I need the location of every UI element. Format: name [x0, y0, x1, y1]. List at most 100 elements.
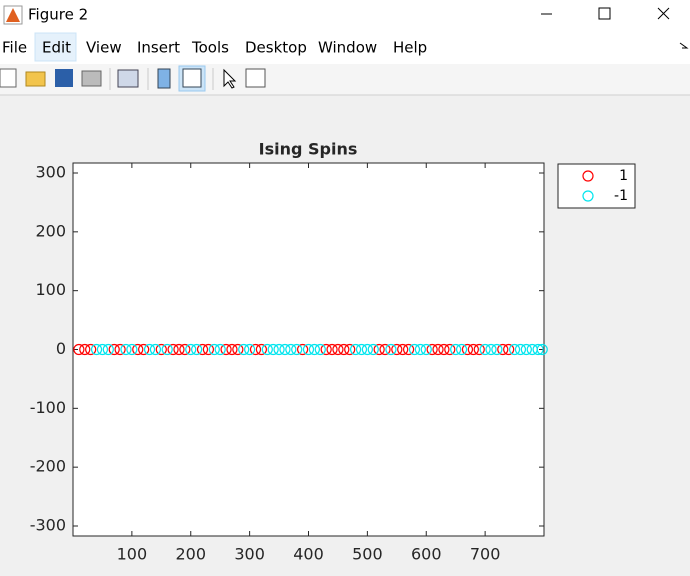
- x-tick-label: 300: [234, 545, 265, 564]
- title-bar: [0, 0, 690, 30]
- spin-marker: [261, 343, 273, 356]
- print-icon[interactable]: [81, 70, 102, 87]
- menu-item[interactable]: Desktop: [245, 39, 307, 57]
- spin-marker: [279, 343, 291, 356]
- link-icon[interactable]: [117, 69, 139, 88]
- x-tick-label: 400: [293, 545, 324, 564]
- spin-marker: [338, 343, 350, 356]
- spin-marker: [208, 343, 220, 356]
- spin-marker: [267, 343, 279, 356]
- spin-marker: [397, 343, 409, 356]
- menu-item[interactable]: Insert: [137, 39, 180, 57]
- spin-marker: [85, 343, 97, 356]
- spin-marker: [314, 343, 326, 356]
- y-tick-label: 300: [35, 163, 66, 182]
- spin-marker: [532, 343, 544, 356]
- toolbar: [0, 64, 690, 95]
- spin-marker: [520, 343, 532, 356]
- x-tick-label: 700: [470, 545, 501, 564]
- menu-item[interactable]: Window: [318, 39, 377, 57]
- menu-item[interactable]: Edit: [42, 39, 71, 57]
- spin-marker: [391, 343, 403, 356]
- y-tick-label: 100: [35, 280, 66, 299]
- legend-marker: [582, 170, 594, 182]
- spin-marker: [485, 343, 497, 356]
- spin-marker: [73, 343, 85, 356]
- legend-label: 1: [619, 168, 628, 184]
- pointer-icon[interactable]: [223, 68, 237, 89]
- spin-marker: [373, 343, 385, 356]
- maximize-button[interactable]: [598, 7, 611, 20]
- close-button[interactable]: [657, 7, 670, 20]
- spin-marker: [255, 343, 267, 356]
- legend-marker: [582, 190, 594, 202]
- spin-marker: [455, 343, 468, 356]
- spin-marker: [226, 343, 238, 356]
- x-tick-label: 500: [352, 545, 383, 564]
- spin-marker: [355, 343, 368, 356]
- spin-marker: [361, 343, 373, 356]
- spin-marker: [438, 343, 450, 356]
- x-tick-label: 600: [411, 545, 442, 564]
- spin-marker: [249, 343, 262, 356]
- spin-marker: [503, 343, 515, 356]
- spin-marker: [444, 343, 456, 356]
- spin-marker: [432, 343, 444, 356]
- new-icon[interactable]: [0, 68, 17, 88]
- spin-marker: [450, 343, 462, 356]
- spin-marker: [244, 343, 256, 356]
- spin-marker: [214, 343, 226, 356]
- axes: [72, 162, 545, 537]
- save-icon[interactable]: [55, 69, 73, 87]
- spin-marker: [179, 343, 191, 356]
- spin-marker: [497, 343, 509, 356]
- legend-label: -1: [614, 188, 628, 204]
- spin-marker: [114, 343, 126, 356]
- spin-marker: [414, 343, 426, 356]
- menu-item[interactable]: File: [2, 39, 27, 57]
- spin-marker: [143, 343, 156, 356]
- menu-item[interactable]: Tools: [191, 39, 229, 57]
- spin-marker: [238, 343, 250, 356]
- spin-marker: [402, 343, 415, 356]
- spin-marker: [220, 343, 232, 356]
- spin-marker: [461, 343, 474, 356]
- x-tick-label: 100: [117, 545, 148, 564]
- spin-marker: [408, 343, 421, 356]
- spin-marker: [102, 343, 114, 356]
- spin-marker: [273, 343, 285, 356]
- toolbar-icons: [0, 65, 266, 92]
- spin-marker: [344, 343, 356, 356]
- spin-marker: [90, 343, 103, 356]
- menu-item[interactable]: View: [86, 39, 122, 57]
- spin-marker: [491, 343, 503, 356]
- spin-marker: [326, 343, 338, 356]
- y-tick-label: -100: [30, 398, 66, 417]
- menu-bar: [0, 30, 690, 64]
- spin-marker: [514, 343, 527, 356]
- spin-marker: [332, 343, 344, 356]
- menu-item[interactable]: Help: [393, 39, 427, 57]
- spin-marker: [350, 343, 362, 356]
- spin-marker: [108, 343, 120, 356]
- spin-marker: [126, 343, 138, 356]
- dock-arrow[interactable]: [679, 42, 689, 49]
- colorbar-icon[interactable]: [157, 68, 171, 89]
- app-icon: [3, 5, 23, 25]
- spin-marker: [302, 343, 315, 356]
- spin-marker: [385, 343, 397, 356]
- spin-marker: [138, 343, 150, 356]
- spin-marker: [232, 343, 244, 356]
- spin-marker: [285, 343, 297, 356]
- y-tick-label: -300: [30, 515, 66, 534]
- open-icon[interactable]: [25, 71, 46, 87]
- spin-marker: [96, 343, 109, 356]
- spin-marker: [308, 343, 320, 356]
- spin-marker: [196, 343, 209, 356]
- property-icon[interactable]: [245, 68, 266, 88]
- y-tick-label: -200: [30, 457, 66, 476]
- x-tick-label: 200: [175, 545, 206, 564]
- spin-marker: [149, 343, 162, 356]
